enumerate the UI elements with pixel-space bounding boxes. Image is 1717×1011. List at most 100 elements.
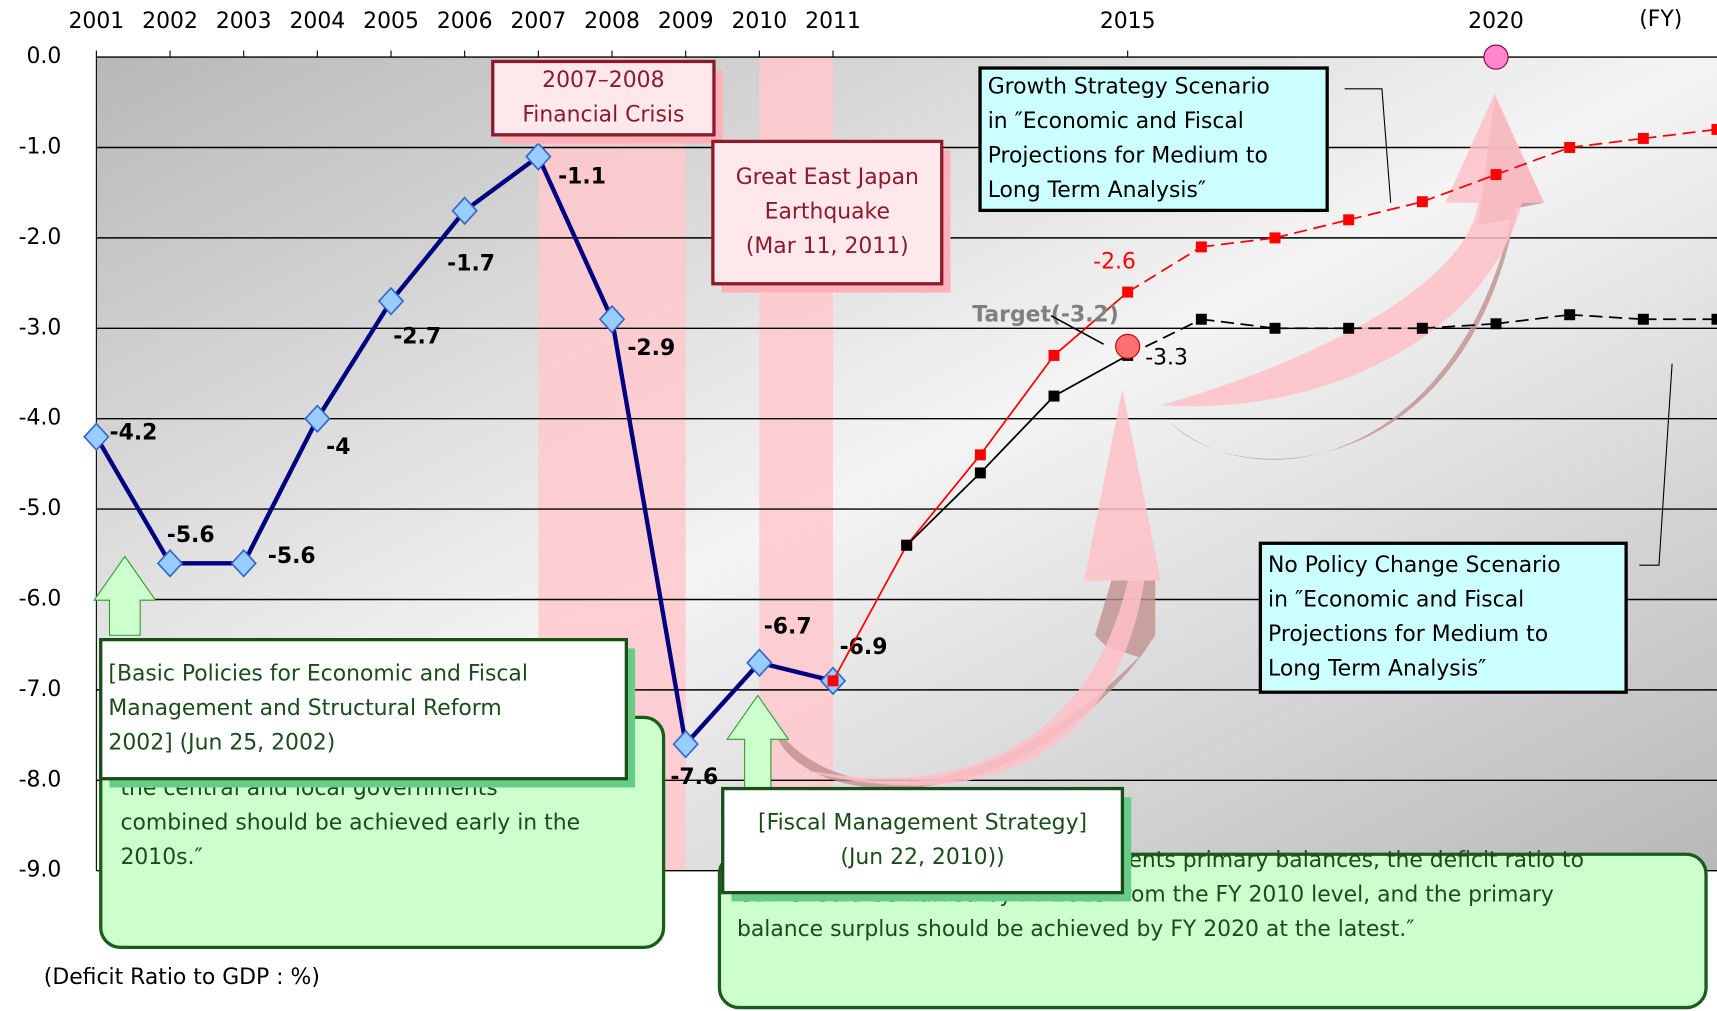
point bbox=[1564, 309, 1576, 321]
growth-arrow bbox=[788, 388, 1161, 786]
point bbox=[1490, 169, 1502, 181]
series-line bbox=[1127, 246, 1202, 293]
series-line bbox=[1569, 137, 1644, 149]
series-line bbox=[1348, 200, 1423, 221]
point bbox=[901, 539, 913, 551]
annotation-text: balance surplus should be achieved by FY… bbox=[737, 917, 1415, 942]
point bbox=[598, 304, 626, 334]
policy-arrow bbox=[93, 555, 157, 636]
data-label: -1.7 bbox=[447, 251, 495, 276]
annotation-text: 2010s.″ bbox=[120, 845, 202, 870]
x-tick-label: 2020 bbox=[1468, 9, 1524, 34]
annotation-text: Management and Structural Reform bbox=[108, 696, 501, 721]
annotation-box bbox=[1258, 541, 1628, 694]
y-tick-label: -3.0 bbox=[19, 315, 62, 340]
x-tick-label: 2015 bbox=[1100, 9, 1156, 34]
annotation-box bbox=[721, 786, 1125, 895]
point bbox=[1711, 313, 1717, 325]
point bbox=[1564, 142, 1576, 153]
annotation-text: [Fiscal Management Strategy] bbox=[758, 810, 1087, 835]
annotation-text: Projections for Medium to bbox=[1268, 622, 1548, 647]
annotation-text: combined should be achieved early in the bbox=[120, 811, 580, 836]
series-line bbox=[609, 318, 688, 745]
y-tick-label: 0.0 bbox=[26, 44, 61, 69]
series-line bbox=[1201, 237, 1276, 248]
point bbox=[1490, 318, 1502, 330]
annotation-box bbox=[711, 139, 944, 286]
data-label: -3.3 bbox=[1145, 346, 1188, 371]
point bbox=[1637, 132, 1649, 144]
series-line bbox=[906, 454, 982, 546]
series-line bbox=[1201, 318, 1276, 330]
series-line bbox=[906, 472, 981, 546]
point bbox=[1637, 313, 1649, 325]
data-label: -4.2 bbox=[110, 420, 158, 445]
data-label: -5.6 bbox=[268, 544, 316, 569]
series-line bbox=[1127, 318, 1202, 357]
policy-arrow bbox=[726, 694, 790, 790]
data-label: -5.6 bbox=[167, 523, 215, 548]
annotation-box bbox=[99, 637, 628, 781]
point bbox=[1048, 390, 1060, 402]
y-tick-label: -8.0 bbox=[19, 767, 62, 792]
series-line bbox=[1569, 313, 1644, 321]
series-line bbox=[389, 209, 467, 303]
point bbox=[451, 196, 478, 226]
series-line bbox=[94, 435, 172, 565]
point bbox=[304, 404, 331, 434]
x-tick-label: 2009 bbox=[658, 9, 714, 34]
point bbox=[1343, 214, 1355, 226]
annotation-text: (Jun 22, 2010)) bbox=[840, 845, 1004, 870]
point bbox=[156, 548, 184, 578]
series-line bbox=[979, 354, 1055, 456]
y-axis-label: (Deficit Ratio to GDP : %) bbox=[44, 965, 320, 990]
series-line bbox=[315, 300, 393, 420]
x-tick-label: 2003 bbox=[216, 9, 272, 34]
x-tick-label: 2011 bbox=[805, 9, 861, 34]
y-tick-label: -7.0 bbox=[19, 677, 62, 702]
target-point bbox=[1115, 333, 1141, 359]
annotation-text: (Mar 11, 2011) bbox=[746, 234, 909, 259]
annotation-text: Growth Strategy Scenario bbox=[988, 74, 1270, 99]
annotation-text: Long Term Analysis″ bbox=[988, 178, 1206, 203]
point bbox=[1711, 123, 1717, 135]
annotation-text: Projections for Medium to bbox=[988, 143, 1268, 168]
y-tick-label: -1.0 bbox=[19, 134, 62, 159]
point bbox=[1416, 196, 1428, 208]
point bbox=[1269, 232, 1281, 244]
x-unit: (FY) bbox=[1639, 7, 1682, 32]
series-line bbox=[1495, 146, 1570, 176]
series-line bbox=[536, 155, 615, 321]
y-tick-label: -4.0 bbox=[19, 406, 62, 431]
x-tick-label: 2005 bbox=[363, 9, 419, 34]
series-line bbox=[1422, 173, 1497, 203]
annotation-box bbox=[978, 66, 1329, 213]
data-label: -6.7 bbox=[764, 615, 812, 640]
series-line bbox=[1643, 128, 1717, 140]
series-line bbox=[1274, 218, 1349, 239]
annotation-text: 2002] (Jun 25, 2002) bbox=[108, 731, 335, 756]
leader bbox=[1344, 88, 1392, 203]
target-pointer bbox=[1050, 314, 1104, 345]
point bbox=[525, 142, 552, 171]
x-tick-label: 2006 bbox=[437, 9, 493, 34]
annotation-text: Earthquake bbox=[765, 200, 890, 225]
series-line bbox=[758, 660, 834, 683]
point bbox=[1269, 322, 1281, 334]
annotation-text: 2007–2008 bbox=[542, 68, 664, 93]
x-tick-label: 2002 bbox=[142, 9, 198, 34]
data-label: -2.9 bbox=[627, 336, 675, 361]
x-tick-label: 2001 bbox=[69, 9, 125, 34]
annotation-text: in ″Economic and Fiscal bbox=[1268, 587, 1524, 612]
point bbox=[1048, 349, 1060, 361]
x-tick-label: 2010 bbox=[731, 9, 787, 34]
target-label: Target(-3.2) bbox=[972, 303, 1119, 328]
point bbox=[83, 422, 110, 452]
series-line bbox=[979, 395, 1055, 474]
y-tick-label: -2.0 bbox=[19, 225, 62, 250]
data-label: -1.1 bbox=[558, 164, 606, 189]
annotation-text: Great East Japan bbox=[736, 165, 919, 190]
data-label: -2.7 bbox=[393, 324, 441, 349]
series-line bbox=[832, 544, 908, 682]
